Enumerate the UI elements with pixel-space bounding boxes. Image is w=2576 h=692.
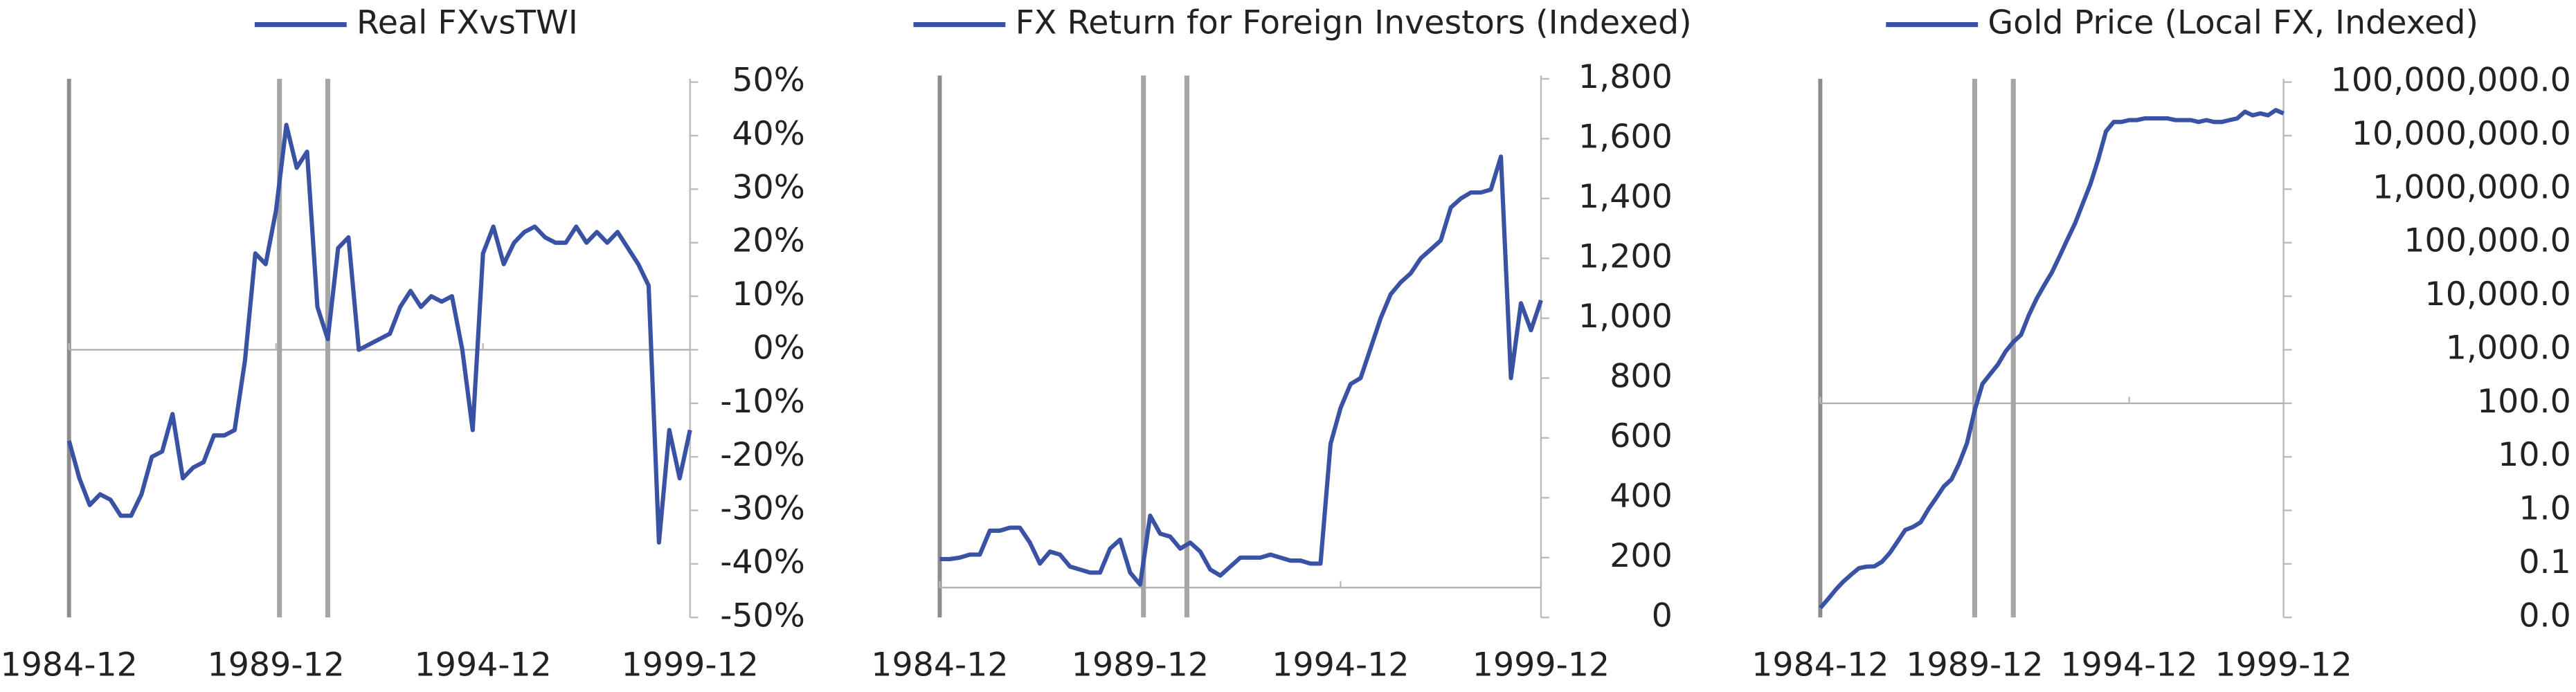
series-line [1819, 108, 2285, 610]
x-tick-label: 1984-12 [1751, 646, 1889, 684]
y-tick-label: 400 [1610, 477, 1673, 515]
x-tick-label: 1994-12 [1272, 646, 1409, 684]
y-tick-label: 100,000.0 [2404, 222, 2571, 260]
x-tick-label: 1984-12 [1, 646, 138, 684]
y-tick-label: 30% [732, 168, 804, 206]
y-tick-label: 1,000.0 [2446, 329, 2571, 367]
y-tick-label: 1,400 [1578, 178, 1673, 216]
x-tick-label: 1999-12 [622, 646, 759, 684]
x-tick-label: 1989-12 [1072, 646, 1209, 684]
y-tick-label: 1,800 [1578, 58, 1673, 96]
y-tick-label: 0% [753, 329, 805, 367]
y-tick-label: -40% [720, 543, 805, 581]
y-tick-label: 100.0 [2477, 383, 2571, 421]
y-tick-label: 0 [1652, 597, 1673, 635]
series-line [939, 154, 1543, 587]
y-tick-label: 50% [732, 62, 804, 100]
y-tick-label: 0.1 [2519, 543, 2570, 581]
legend-label: FX Return for Foreign Investors (Indexed… [1016, 4, 1692, 42]
legend-label: Gold Price (Local FX, Indexed) [1988, 4, 2478, 42]
series-line [66, 122, 692, 545]
y-tick-label: 20% [732, 222, 804, 260]
legend-label: Real FXvsTWI [357, 4, 578, 42]
x-tick-label: 1994-12 [415, 646, 552, 684]
y-tick-label: 600 [1610, 417, 1673, 455]
y-tick-label: 800 [1610, 357, 1673, 395]
y-tick-label: 0.0 [2519, 597, 2570, 635]
x-tick-label: 1994-12 [2060, 646, 2197, 684]
y-tick-label: 1,000,000.0 [2372, 168, 2571, 206]
y-tick-label: 1.0 [2519, 490, 2570, 528]
x-tick-label: 1999-12 [1472, 646, 1610, 684]
y-tick-label: -50% [720, 597, 805, 635]
y-tick-label: -20% [720, 436, 805, 474]
x-tick-label: 1999-12 [2215, 646, 2352, 684]
y-tick-label: 1,600 [1578, 118, 1673, 156]
y-tick-label: 10.0 [2498, 436, 2571, 474]
y-tick-label: 40% [732, 115, 804, 153]
x-tick-label: 1984-12 [871, 646, 1008, 684]
y-tick-label: 100,000,000.0 [2331, 62, 2571, 100]
y-tick-label: 10,000.0 [2425, 275, 2571, 313]
x-tick-label: 1989-12 [1906, 646, 2043, 684]
y-tick-label: -30% [720, 490, 805, 528]
y-tick-label: -10% [720, 383, 805, 421]
x-tick-label: 1989-12 [208, 646, 345, 684]
y-tick-label: 10,000,000.0 [2352, 115, 2571, 153]
y-tick-label: 1,200 [1578, 237, 1673, 275]
y-tick-label: 200 [1610, 537, 1673, 575]
y-tick-label: 1,000 [1578, 298, 1673, 336]
y-tick-label: 10% [732, 275, 804, 313]
